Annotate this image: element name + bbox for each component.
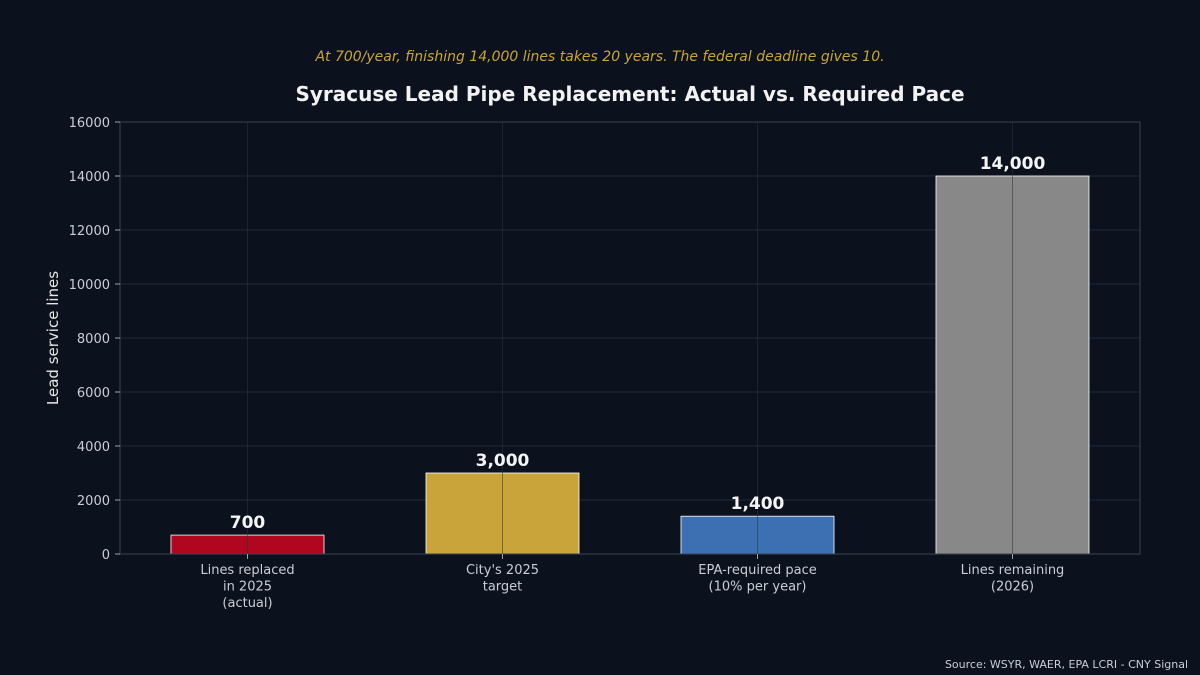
y-tick-label: 0 xyxy=(102,548,110,563)
x-tick-label: EPA-required pace (10% per year) xyxy=(698,563,817,595)
x-tick-label-line: in 2025 xyxy=(223,580,272,595)
y-tick-label: 12000 xyxy=(69,224,110,239)
y-tick-label: 8000 xyxy=(77,332,110,347)
y-axis-label: Lead service lines xyxy=(44,271,62,405)
data-label: 700 xyxy=(230,513,266,533)
data-label: 14,000 xyxy=(980,154,1046,174)
x-tick-label-line: EPA-required pace xyxy=(698,563,817,578)
x-axis-ticks: Lines replaced in 2025 (actual) City's 2025… xyxy=(200,554,1064,611)
x-tick-label-line: City's 2025 xyxy=(466,563,539,578)
data-label: 1,400 xyxy=(731,494,785,514)
x-tick-label-line: Lines remaining xyxy=(961,563,1065,578)
x-tick-label-line: Lines replaced xyxy=(200,563,294,578)
source-note: Source: WSYR, WAER, EPA LCRI - CNY Signa… xyxy=(945,658,1188,671)
y-tick-label: 6000 xyxy=(77,386,110,401)
vertical-grid-lines xyxy=(247,122,1013,554)
x-tick-label: City's 2025 target xyxy=(466,563,539,595)
y-tick-label: 14000 xyxy=(69,170,110,185)
chart-title: Syracuse Lead Pipe Replacement: Actual v… xyxy=(295,82,964,106)
chart-subtitle: At 700/year, finishing 14,000 lines take… xyxy=(314,49,884,65)
x-tick-label: Lines replaced in 2025 (actual) xyxy=(200,563,294,611)
x-tick-label-line: (10% per year) xyxy=(709,580,807,595)
y-tick-label: 16000 xyxy=(69,116,110,131)
x-tick-label-line: (2026) xyxy=(991,580,1034,595)
y-tick-label: 10000 xyxy=(69,278,110,293)
x-tick-label-line: target xyxy=(483,580,523,595)
data-labels: 700 3,000 1,400 14,000 xyxy=(230,154,1046,533)
y-tick-label: 2000 xyxy=(77,494,110,509)
x-tick-label-line: (actual) xyxy=(222,596,272,611)
x-tick-label: Lines remaining (2026) xyxy=(961,563,1065,595)
y-axis-ticks: 0 2000 4000 6000 8000 10000 12000 14000 16000 xyxy=(69,116,120,563)
data-label: 3,000 xyxy=(476,451,530,471)
y-tick-label: 4000 xyxy=(77,440,110,455)
